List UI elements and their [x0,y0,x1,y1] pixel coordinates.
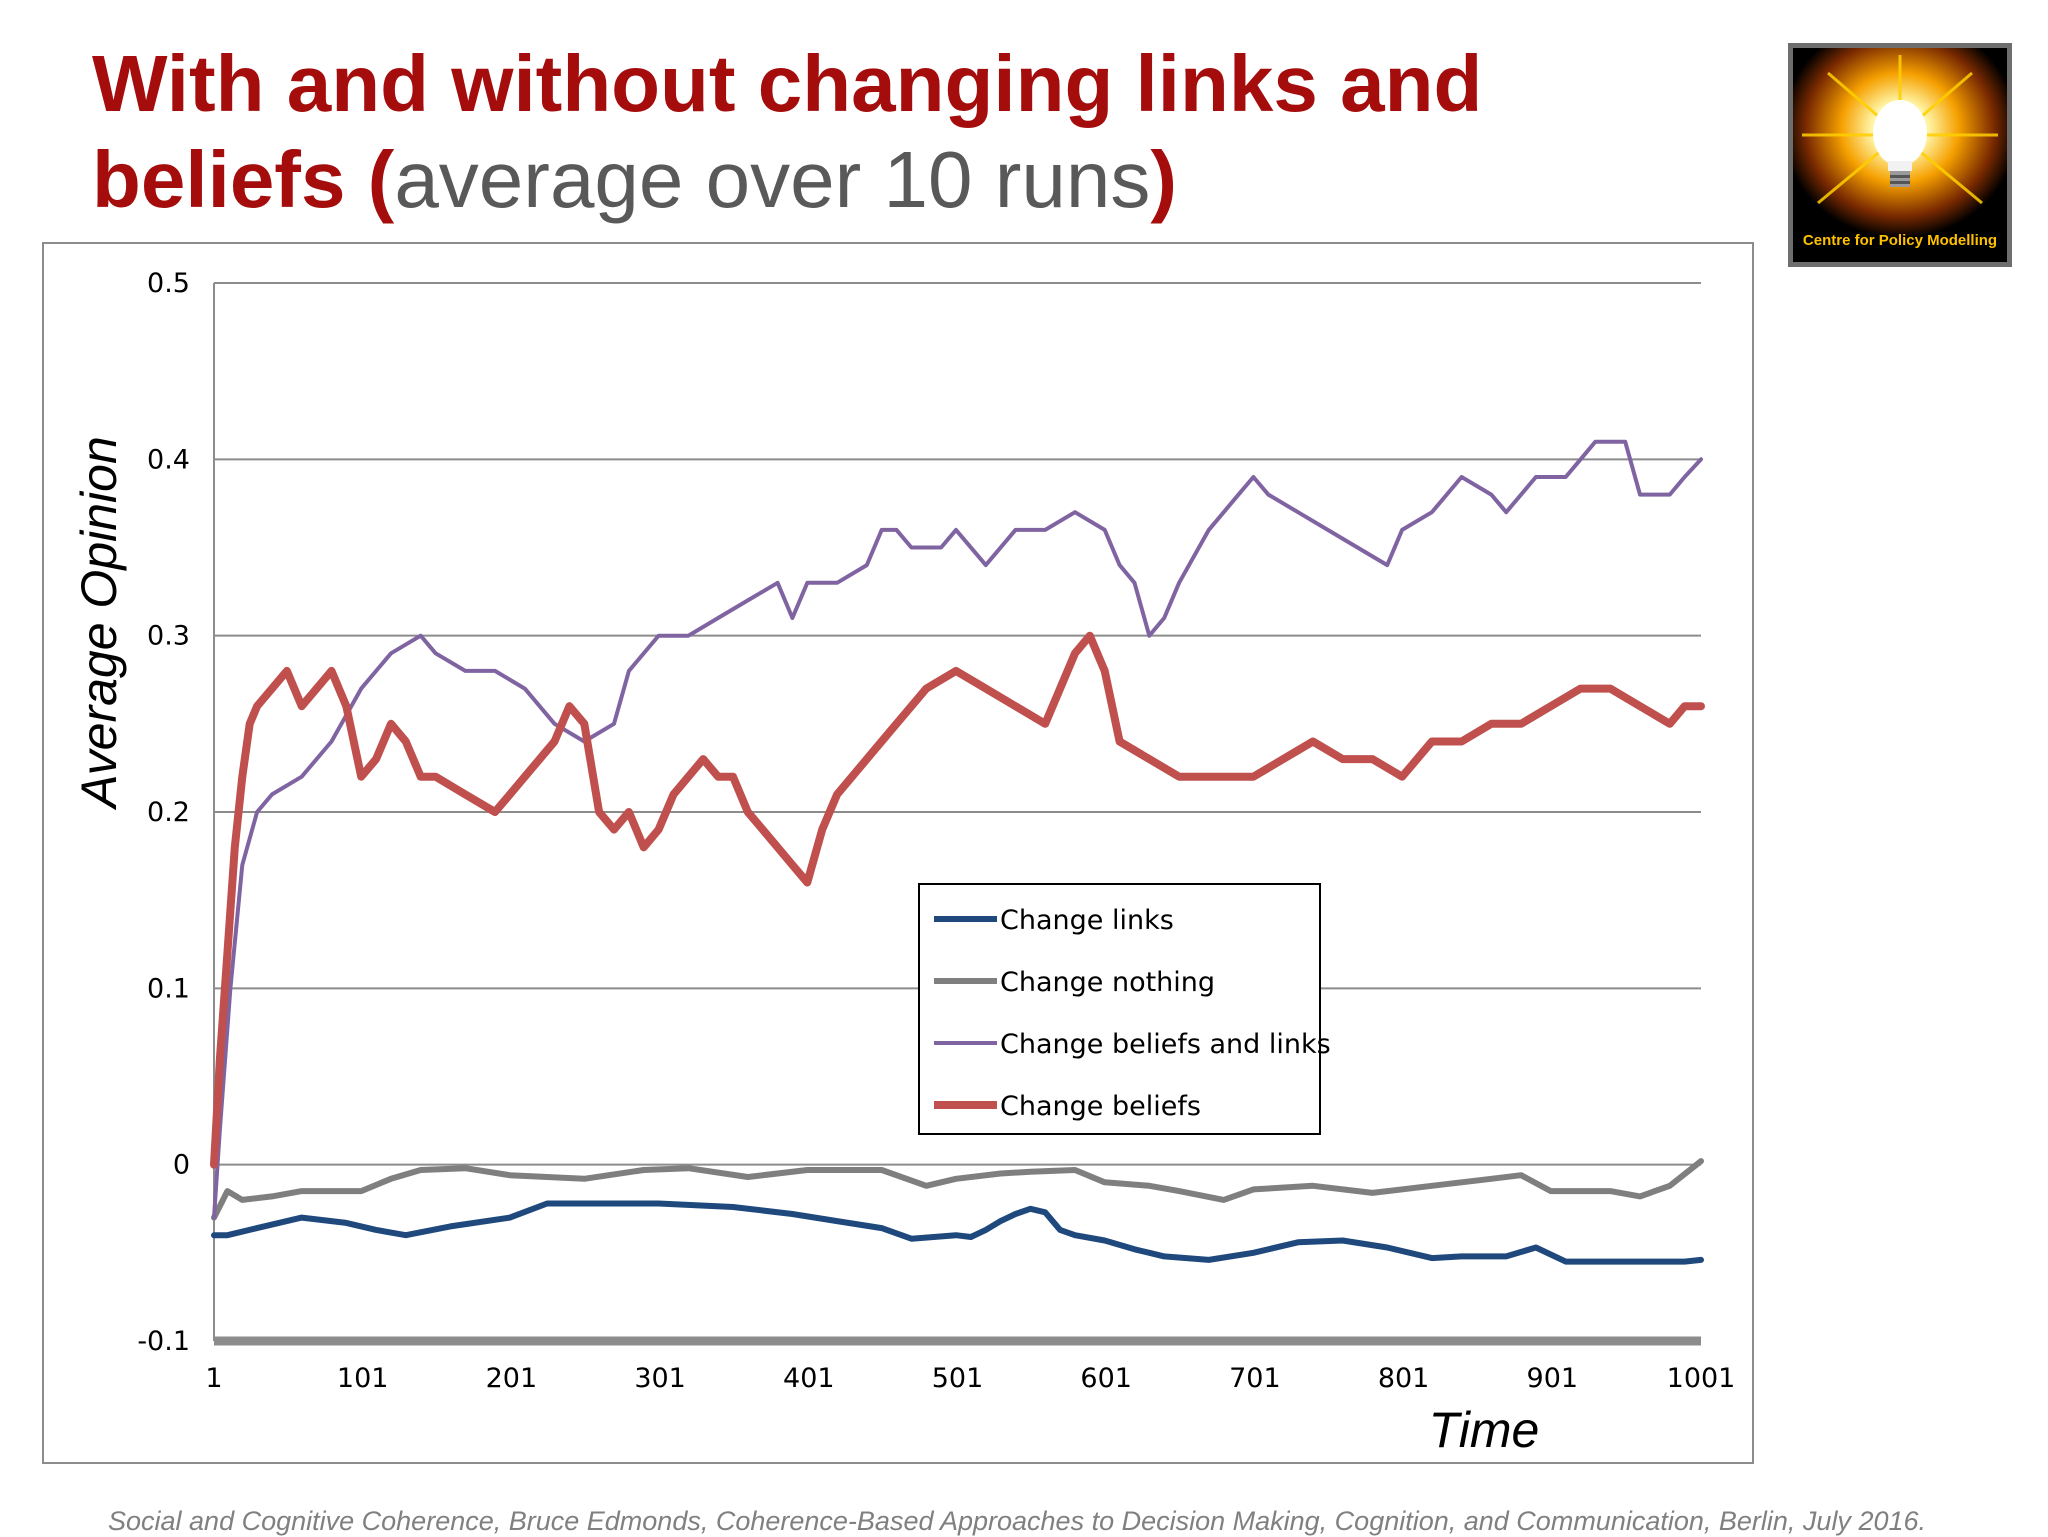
title-line-1: With and without changing links and [92,39,1483,128]
y-tick-label: 0.3 [147,621,190,652]
y-tick-label: 0.2 [147,797,190,828]
y-tick-label: 0.1 [147,973,190,1004]
logo-text: Centre for Policy Modelling [1803,232,1997,249]
series-line-change-links [211,1200,1704,1265]
y-tick-label: -0.1 [137,1326,190,1357]
legend-entry: Change links [1000,905,1174,936]
x-axis-label: Time [1429,1402,1540,1458]
x-tick-label: 301 [634,1363,686,1394]
legend-entry: Change beliefs and links [1000,1029,1331,1060]
y-tick-label: 0 [173,1150,190,1181]
series-line-change-beliefs-and-links [212,439,1703,1220]
series-line-change-beliefs [210,631,1705,1169]
legend-entry: Change beliefs [1000,1091,1201,1122]
y-tick-label: 0.4 [147,444,190,475]
title-subtitle: average over 10 runs [394,135,1151,224]
title-line-2: beliefs [92,135,346,224]
legend: Change links Change nothing Change beliefs… [918,883,1331,1135]
title-paren-close: ) [1150,135,1177,224]
x-tick-label: 801 [1378,1363,1430,1394]
legend-box [918,883,1321,1135]
x-tick-label: 1 [205,1363,222,1394]
x-tick-label: 401 [783,1363,835,1394]
legend-entry: Change nothing [1000,967,1215,998]
series-line-change-nothing [211,1158,1704,1221]
x-tick-label: 501 [932,1363,984,1394]
page-title: With and without changing links and belie… [92,36,1692,228]
title-paren-open: ( [367,135,395,224]
cpm-logo: Centre for Policy Modelling [1788,43,2012,267]
y-tick-label: 0.5 [147,268,190,299]
x-tick-label: 1001 [1667,1363,1736,1394]
y-axis-label: Average Opinion [71,436,127,811]
x-tick-label: 701 [1229,1363,1281,1394]
x-tick-label: 201 [486,1363,538,1394]
lightbulb-icon: Centre for Policy Modelling [1788,43,2012,267]
x-tick-label: 901 [1527,1363,1579,1394]
x-tick-label: 601 [1080,1363,1132,1394]
footer-citation: Social and Cognitive Coherence, Bruce Ed… [108,1506,1927,1536]
x-tick-label: 101 [337,1363,389,1394]
chart-frame: -0.1 0 0.1 0.2 0.3 0.4 0.5 1 101 201 301 401 501 601… [42,242,1754,1464]
line-chart: -0.1 0 0.1 0.2 0.3 0.4 0.5 1 101 201 301 401 501 601… [71,268,1736,1458]
